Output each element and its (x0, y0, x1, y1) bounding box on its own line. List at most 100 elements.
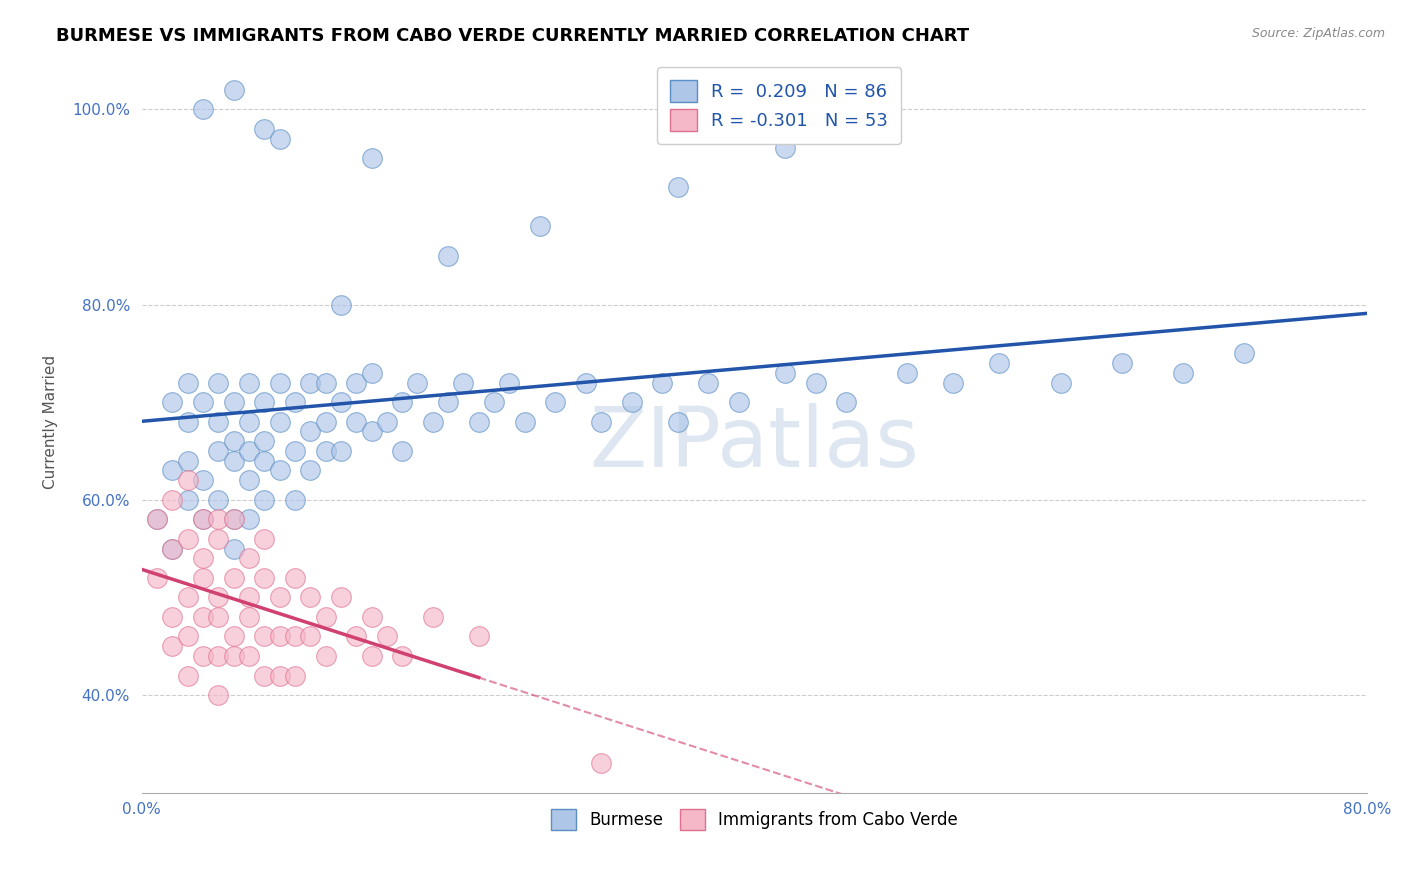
Point (146, 512, 169, 526)
Point (177, 376, 200, 390)
Point (238, 610, 260, 624)
Text: ZIPatlas: ZIPatlas (589, 403, 920, 484)
Point (222, 83, 245, 97)
Point (207, 376, 229, 390)
Point (222, 571, 245, 585)
Point (222, 395, 245, 409)
Point (697, 376, 720, 390)
Point (146, 571, 169, 585)
Point (253, 434, 276, 449)
Point (222, 454, 245, 468)
Point (728, 395, 751, 409)
Point (222, 512, 245, 526)
Point (315, 610, 337, 624)
Y-axis label: Currently Married: Currently Married (44, 355, 58, 489)
Point (238, 648, 260, 663)
Point (177, 630, 200, 644)
Point (191, 648, 214, 663)
Point (253, 395, 276, 409)
Point (284, 395, 307, 409)
Point (835, 395, 858, 409)
Point (299, 376, 322, 390)
Point (191, 512, 214, 526)
Point (482, 395, 505, 409)
Point (284, 444, 307, 458)
Point (191, 551, 214, 566)
Point (513, 415, 536, 429)
Point (207, 648, 229, 663)
Point (253, 492, 276, 507)
Point (207, 512, 229, 526)
Point (162, 463, 184, 477)
Point (191, 610, 214, 624)
Point (344, 415, 367, 429)
Point (162, 541, 184, 556)
Point (391, 648, 413, 663)
Point (315, 444, 337, 458)
Point (207, 415, 229, 429)
Point (575, 376, 598, 390)
Point (422, 415, 444, 429)
Point (207, 532, 229, 546)
Point (284, 630, 307, 644)
Point (529, 219, 551, 234)
Point (177, 454, 200, 468)
Point (299, 591, 322, 605)
Point (191, 512, 214, 526)
Point (162, 610, 184, 624)
Point (253, 121, 276, 136)
Point (666, 180, 689, 194)
Point (896, 366, 918, 380)
Point (162, 395, 184, 409)
Point (329, 444, 352, 458)
Point (315, 648, 337, 663)
Point (591, 415, 613, 429)
Point (222, 541, 245, 556)
Point (253, 454, 276, 468)
Point (360, 425, 382, 439)
Point (422, 610, 444, 624)
Point (544, 395, 567, 409)
Point (666, 415, 689, 429)
Point (329, 591, 352, 605)
Point (406, 376, 429, 390)
Point (162, 639, 184, 653)
Point (222, 434, 245, 449)
Point (299, 425, 322, 439)
Point (315, 415, 337, 429)
Point (191, 571, 214, 585)
Point (146, 512, 169, 526)
Point (1049, 376, 1071, 390)
Point (191, 102, 214, 116)
Point (360, 648, 382, 663)
Point (360, 151, 382, 165)
Point (773, 141, 796, 155)
Point (238, 473, 260, 487)
Point (177, 473, 200, 487)
Point (207, 591, 229, 605)
Point (269, 630, 291, 644)
Point (269, 131, 291, 145)
Point (253, 571, 276, 585)
Point (773, 366, 796, 380)
Point (467, 630, 489, 644)
Point (942, 376, 965, 390)
Point (222, 648, 245, 663)
Point (375, 630, 398, 644)
Point (437, 395, 460, 409)
Point (284, 492, 307, 507)
Point (299, 463, 322, 477)
Point (269, 668, 291, 682)
Point (1233, 346, 1256, 360)
Point (238, 591, 260, 605)
Text: BURMESE VS IMMIGRANTS FROM CABO VERDE CURRENTLY MARRIED CORRELATION CHART: BURMESE VS IMMIGRANTS FROM CABO VERDE CU… (56, 27, 969, 45)
Point (804, 376, 827, 390)
Point (177, 532, 200, 546)
Point (284, 571, 307, 585)
Point (238, 415, 260, 429)
Point (299, 630, 322, 644)
Point (591, 756, 613, 771)
Point (177, 492, 200, 507)
Point (437, 249, 460, 263)
Point (253, 668, 276, 682)
